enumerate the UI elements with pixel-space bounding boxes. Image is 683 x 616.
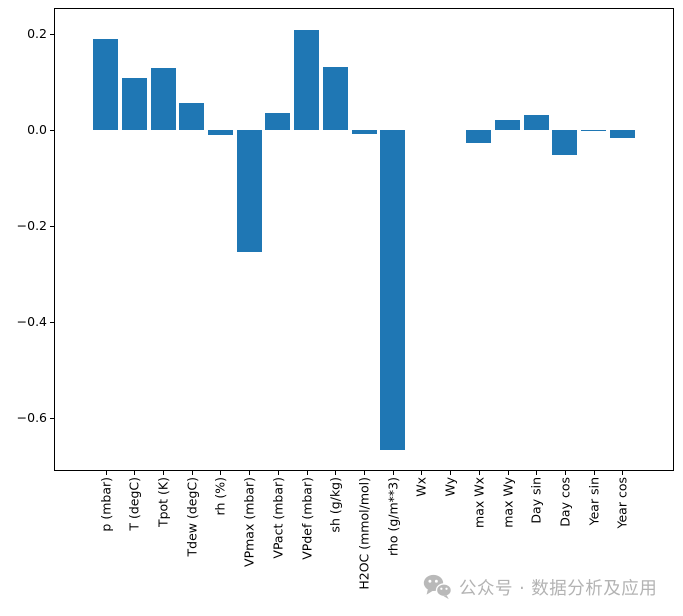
x-tick-label: rho (g/m**3)	[385, 477, 401, 556]
x-tick-label: Tdew (degC)	[184, 477, 200, 557]
x-tick-mark	[392, 471, 394, 475]
bar-tdew-degc	[179, 103, 205, 130]
x-tick-label: Day sin	[528, 477, 544, 524]
x-tick-mark	[277, 471, 279, 475]
bar-sh-g-kg	[322, 66, 348, 130]
bar-tpot-k	[150, 68, 176, 130]
x-tick-label: Day cos	[557, 477, 573, 527]
x-tick-label: H2OC (mmol/mol)	[356, 477, 372, 590]
x-tick-label: Year cos	[614, 477, 630, 529]
bar-h2oc-mmol-mol	[351, 129, 377, 134]
x-tick-label: p (mbar)	[98, 477, 114, 532]
bar-vpmax-mbar	[236, 129, 262, 253]
x-tick-label: VPmax (mbar)	[241, 477, 257, 567]
watermark-text: 公众号 · 数据分析及应用	[459, 578, 658, 599]
x-tick-label: VPdef (mbar)	[299, 477, 315, 560]
bar-day-sin	[523, 115, 549, 130]
x-tick-label: Wx	[413, 477, 429, 497]
y-tick-mark	[50, 129, 54, 131]
bar-p-mbar	[93, 38, 119, 130]
x-tick-mark	[163, 471, 165, 475]
x-tick-mark	[364, 471, 365, 475]
bar-vpdef-mbar	[294, 30, 320, 130]
x-tick-mark	[249, 471, 251, 475]
y-tick-label: −0.2	[16, 218, 47, 234]
wechat-icon	[423, 574, 452, 600]
x-tick-label: Tpot (K)	[155, 477, 171, 528]
y-tick-mark	[50, 322, 54, 324]
x-tick-label: max Wy	[500, 477, 516, 528]
x-tick-label: Wy	[442, 477, 458, 497]
x-tick-label: Year sin	[586, 477, 602, 526]
x-tick-label: rh (%)	[212, 477, 228, 516]
x-tick-mark	[478, 471, 480, 475]
x-tick-mark	[105, 471, 107, 475]
x-tick-mark	[622, 471, 624, 475]
bar-rho-g-m-3	[380, 129, 406, 451]
y-tick-label: −0.6	[16, 410, 47, 426]
bar-t-degc	[121, 78, 147, 130]
x-tick-mark	[220, 471, 222, 475]
plot-area	[54, 8, 674, 471]
watermark: 公众号 · 数据分析及应用	[423, 574, 657, 600]
x-tick-mark	[134, 471, 136, 475]
bar-rh	[207, 129, 233, 135]
x-tick-mark	[507, 471, 509, 475]
bar-year-cos	[609, 129, 635, 139]
x-tick-mark	[335, 471, 337, 475]
x-tick-mark	[306, 471, 308, 475]
y-tick-mark	[50, 33, 54, 35]
bar-max-wx	[466, 129, 492, 144]
x-tick-label: sh (g/kg)	[327, 477, 343, 533]
x-tick-mark	[191, 471, 193, 475]
y-tick-mark	[50, 226, 54, 228]
y-tick-label: −0.4	[16, 314, 47, 330]
x-tick-mark	[450, 471, 452, 475]
x-tick-label: VPact (mbar)	[270, 477, 286, 559]
x-tick-mark	[593, 471, 595, 475]
x-tick-mark	[421, 471, 423, 475]
bar-day-cos	[552, 129, 578, 156]
x-tick-mark	[536, 471, 538, 475]
x-tick-mark	[564, 471, 566, 475]
bar-max-wy	[495, 119, 521, 130]
x-tick-label: T (degC)	[126, 477, 142, 531]
y-tick-mark	[50, 418, 54, 420]
bar-vpact-mbar	[265, 113, 291, 130]
x-tick-label: max Wx	[471, 477, 487, 528]
y-tick-label: 0.2	[27, 25, 47, 41]
y-tick-label: 0.0	[27, 121, 47, 137]
